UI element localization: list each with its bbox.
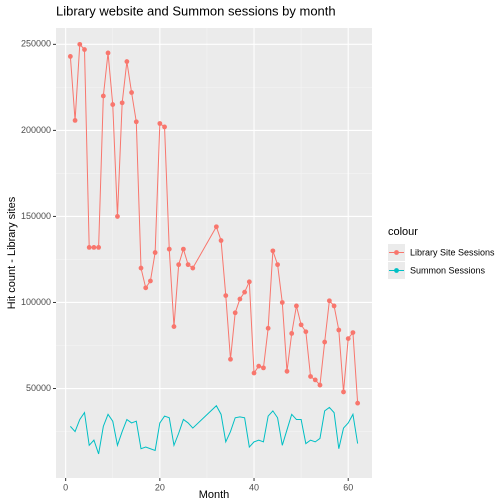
point — [331, 303, 337, 309]
y-tick-label: 150000 — [21, 211, 51, 221]
point — [171, 324, 177, 329]
point — [303, 329, 309, 335]
point — [232, 310, 238, 316]
point — [228, 356, 233, 362]
point — [100, 93, 106, 99]
plot-panel — [56, 28, 372, 478]
point — [91, 245, 97, 250]
point — [270, 248, 276, 254]
y-tick-label: 250000 — [21, 39, 51, 49]
point — [355, 400, 361, 406]
point — [143, 285, 149, 291]
point — [166, 246, 172, 252]
x-axis-label: Month — [199, 489, 230, 501]
legend-label: Summon Sessions — [410, 265, 486, 275]
point — [237, 296, 243, 302]
point — [312, 377, 318, 383]
point — [289, 331, 295, 336]
point — [133, 119, 139, 125]
point — [261, 365, 266, 371]
legend-label: Library Site Sessions — [410, 247, 495, 257]
point — [138, 265, 144, 271]
point — [77, 41, 83, 47]
point — [110, 102, 116, 107]
series-line — [69, 43, 359, 404]
point — [213, 224, 219, 230]
x-tick-label: 0 — [63, 482, 68, 492]
point — [105, 50, 111, 56]
y-tick-label: 200000 — [21, 125, 51, 135]
point — [345, 336, 351, 342]
point — [242, 289, 248, 295]
point — [308, 374, 313, 379]
point — [185, 262, 191, 268]
point — [256, 363, 262, 369]
point — [115, 214, 120, 219]
point — [251, 370, 257, 376]
point — [298, 322, 304, 328]
point — [336, 327, 342, 333]
point — [322, 339, 328, 345]
point — [218, 238, 224, 243]
point — [129, 90, 134, 95]
y-tick-label: 100000 — [21, 297, 51, 307]
y-tick-label: 50000 — [26, 383, 51, 393]
series-line — [69, 404, 359, 455]
legend-point — [394, 250, 399, 255]
x-tick-label: 60 — [343, 482, 353, 492]
point — [294, 303, 299, 309]
point — [350, 330, 356, 335]
point — [157, 121, 163, 126]
y-axis-label: Hit count - Library sites — [6, 196, 18, 309]
legend-point — [394, 268, 399, 273]
point — [67, 53, 73, 59]
point — [96, 245, 102, 250]
point — [152, 250, 158, 255]
point — [190, 265, 196, 271]
chart-title: Library website and Summon sessions by m… — [56, 3, 336, 18]
point — [284, 368, 290, 374]
point — [72, 118, 78, 123]
point — [162, 124, 167, 130]
point — [180, 246, 186, 252]
point — [341, 389, 346, 395]
point — [124, 59, 130, 64]
point — [275, 262, 280, 268]
point — [317, 382, 323, 388]
x-tick-label: 40 — [249, 482, 259, 492]
point — [148, 278, 153, 284]
x-tick-label: 20 — [155, 482, 165, 492]
point — [176, 262, 182, 268]
point — [265, 325, 271, 331]
legend-title: colour — [388, 226, 418, 238]
point — [86, 245, 92, 250]
point — [326, 298, 332, 304]
point — [82, 47, 87, 52]
point — [279, 300, 285, 305]
point — [223, 293, 229, 298]
point — [119, 100, 125, 106]
point — [246, 279, 252, 285]
